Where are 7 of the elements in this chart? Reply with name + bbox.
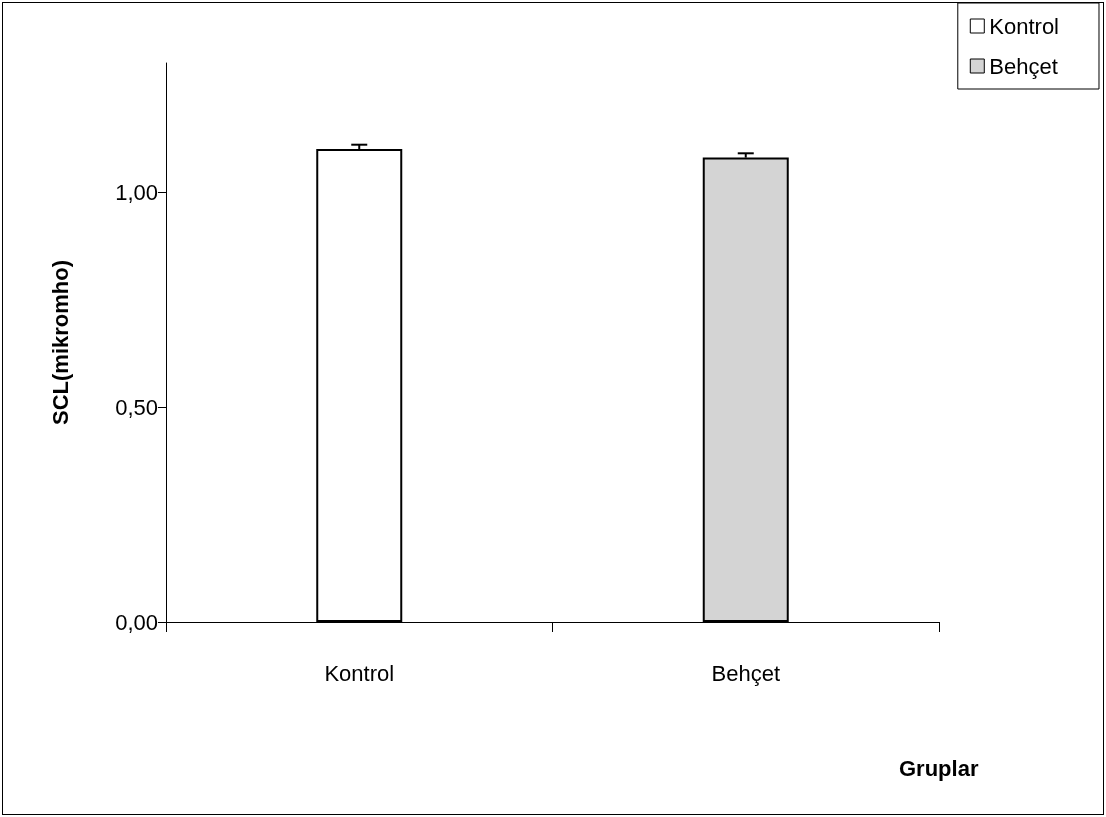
- y-tick-label: 0,00: [115, 609, 158, 635]
- legend-label: Behçet: [989, 53, 1058, 79]
- legend-label: Kontrol: [989, 13, 1060, 39]
- y-axis-title: SCL(mikromho): [47, 260, 73, 425]
- y-tick-label: 1,00: [115, 179, 158, 205]
- y-tick-label: 0,50: [115, 394, 158, 420]
- x-axis-title: Gruplar: [899, 755, 979, 781]
